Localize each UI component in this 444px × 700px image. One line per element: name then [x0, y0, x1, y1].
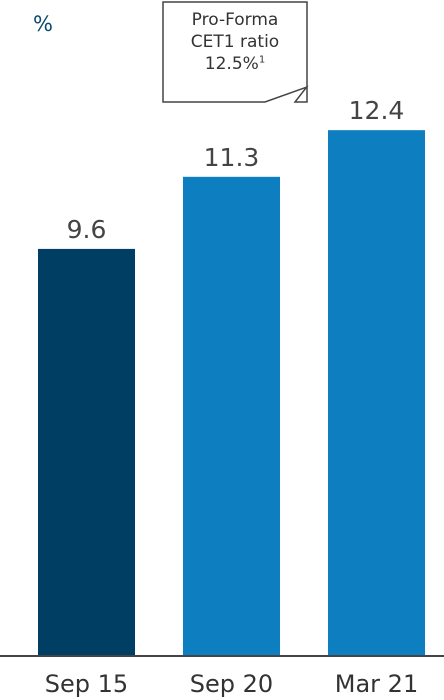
value-label-sep-15: 9.6	[67, 215, 107, 244]
footnote-marker: 1	[258, 54, 266, 66]
value-label-sep-20: 11.3	[204, 143, 260, 172]
bar-sep-15	[38, 248, 135, 656]
value-labels-group: 9.6 11.3 12.4	[67, 96, 405, 244]
callout-line-3: 12.5%1	[163, 53, 307, 75]
category-labels-group: Sep 15 Sep 20 Mar 21	[45, 670, 418, 698]
category-label-sep-20: Sep 20	[190, 670, 273, 698]
callout-line-1: Pro-Forma	[191, 10, 279, 30]
category-label-sep-15: Sep 15	[45, 670, 128, 698]
callout-value: 12.5%	[204, 54, 259, 74]
bars-group	[38, 130, 425, 657]
unit-label: %	[33, 12, 53, 36]
category-label-mar-21: Mar 21	[335, 670, 418, 698]
callout-bubble	[162, 1, 309, 103]
callout-line-2: CET1 ratio	[190, 32, 280, 52]
bar-mar-21	[328, 130, 425, 657]
value-label-mar-21: 12.4	[349, 96, 405, 125]
bar-sep-20	[183, 176, 280, 657]
callout-text: Pro-Forma CET1 ratio 12.5%1	[163, 9, 307, 75]
